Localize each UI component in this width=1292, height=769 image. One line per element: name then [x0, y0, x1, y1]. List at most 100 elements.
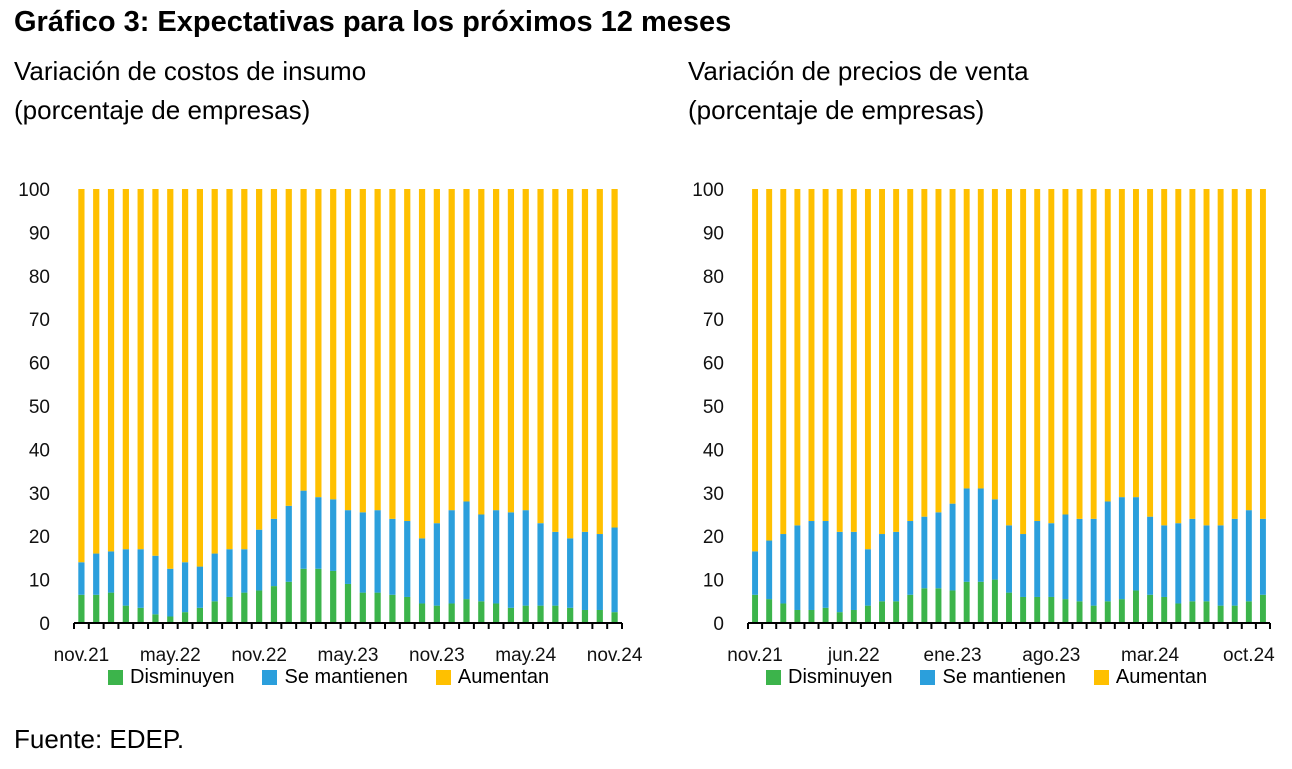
left-bar-disminuyen	[344, 583, 352, 623]
right-bar-disminuyen	[794, 609, 801, 623]
right-legend: Disminuyen Se mantienen Aumentan	[766, 666, 1207, 689]
left-subtitle-line1: Variación de costos de insumo	[14, 56, 367, 86]
right-bar-aumentan	[1006, 189, 1012, 526]
left-bar-disminuyen	[78, 594, 85, 623]
right-y-tick-label: 10	[703, 571, 724, 592]
left-bar-disminuyen	[330, 570, 337, 623]
left-bar-disminuyen	[300, 568, 307, 623]
left-bar-disminuyen	[404, 596, 411, 623]
chart-title: Gráfico 3: Expectativas para los próximo…	[14, 6, 732, 38]
right-chart-subtitle: Variación de precios de venta (porcentaj…	[688, 52, 1029, 130]
right-bar-aumentan	[1147, 189, 1154, 517]
left-x-tick-label: may.24	[495, 645, 556, 666]
legend-label-disminuyen: Disminuyen	[130, 666, 235, 688]
left-bar-aumentan	[241, 189, 248, 550]
left-bar-se-mantienen	[167, 568, 174, 617]
right-bar-disminuyen	[1048, 596, 1055, 623]
left-bar-aumentan	[522, 189, 529, 511]
legend-swatch-disminuyen	[766, 670, 781, 685]
left-bar-se-mantienen	[478, 514, 485, 602]
right-bar-aumentan	[1118, 189, 1125, 498]
left-bar-aumentan	[418, 189, 426, 539]
left-bar-se-mantienen	[374, 510, 381, 593]
left-legend: Disminuyen Se mantienen Aumentan	[108, 666, 549, 689]
left-bar-se-mantienen	[78, 562, 85, 595]
right-bar-disminuyen	[1189, 601, 1196, 623]
left-bar-disminuyen	[448, 603, 455, 623]
right-bar-se-mantienen	[1006, 525, 1012, 593]
left-bar-se-mantienen	[285, 505, 292, 582]
right-bar-disminuyen	[850, 609, 857, 623]
right-bar-disminuyen	[1259, 594, 1266, 623]
left-bar-disminuyen	[418, 603, 426, 623]
left-bar-aumentan	[285, 189, 292, 506]
left-y-tick-label: 10	[29, 571, 50, 592]
left-bar-aumentan	[552, 189, 559, 532]
left-bar-se-mantienen	[418, 538, 426, 604]
left-bar-aumentan	[152, 189, 159, 556]
right-bar-disminuyen	[780, 603, 787, 623]
legend-swatch-disminuyen	[108, 670, 123, 685]
legend-swatch-aumentan	[435, 670, 451, 685]
right-y-tick-label: 90	[703, 223, 724, 244]
left-bar-aumentan	[433, 189, 440, 524]
left-bar-disminuyen	[285, 581, 292, 623]
left-bar-aumentan	[404, 189, 411, 522]
right-bar-se-mantienen	[1133, 497, 1139, 591]
right-bar-se-mantienen	[850, 531, 857, 610]
left-bar-disminuyen	[374, 592, 381, 623]
left-bar-aumentan	[211, 189, 218, 554]
left-bar-disminuyen	[122, 605, 129, 623]
right-y-tick-label: 30	[703, 484, 724, 505]
right-bar-aumentan	[780, 189, 787, 535]
left-bar-se-mantienen	[448, 510, 455, 604]
left-bar-disminuyen	[196, 607, 203, 623]
right-bar-disminuyen	[935, 588, 942, 623]
left-bar-se-mantienen	[507, 512, 515, 608]
right-bar-se-mantienen	[1034, 521, 1041, 597]
left-x-tick-label: nov.22	[231, 645, 287, 666]
left-bar-se-mantienen	[611, 527, 618, 613]
right-bar-aumentan	[1161, 189, 1168, 526]
right-bar-se-mantienen	[766, 540, 773, 600]
left-bar-se-mantienen	[226, 549, 233, 597]
right-bar-disminuyen	[991, 579, 998, 623]
left-bar-aumentan	[196, 189, 203, 567]
right-y-tick-label: 40	[703, 440, 724, 461]
left-bar-se-mantienen	[300, 490, 307, 569]
left-bar-disminuyen	[107, 592, 115, 623]
left-bar-se-mantienen	[93, 553, 100, 595]
right-bar-aumentan	[1203, 189, 1210, 526]
legend-swatch-se-mantienen	[920, 670, 936, 685]
right-bar-aumentan	[921, 189, 928, 517]
right-subtitle-line2: (porcentaje de empresas)	[688, 95, 985, 125]
right-bar-disminuyen	[1203, 601, 1210, 623]
left-x-tick-label: nov.24	[587, 645, 643, 666]
right-bar-disminuyen	[893, 601, 900, 623]
left-bar-disminuyen	[433, 605, 440, 623]
right-bar-se-mantienen	[1203, 525, 1210, 602]
left-bar-aumentan	[507, 189, 515, 513]
left-bar-aumentan	[226, 189, 233, 550]
right-bar-se-mantienen	[893, 531, 900, 602]
right-bar-se-mantienen	[1217, 525, 1224, 606]
left-x-tick-label: nov.23	[409, 645, 465, 666]
left-bar-disminuyen	[256, 590, 263, 623]
left-bar-aumentan	[344, 189, 352, 511]
left-bar-aumentan	[389, 189, 396, 519]
right-bar-disminuyen	[1090, 605, 1097, 623]
right-bar-se-mantienen	[1020, 534, 1027, 597]
source-note: Fuente: EDEP.	[14, 724, 185, 754]
right-bar-aumentan	[836, 189, 843, 532]
right-bar-disminuyen	[963, 581, 970, 623]
left-bar-disminuyen	[315, 568, 322, 623]
right-bar-se-mantienen	[1147, 516, 1154, 595]
right-bar-se-mantienen	[1076, 518, 1083, 602]
right-bar-disminuyen	[1161, 596, 1168, 623]
right-bar-aumentan	[822, 189, 829, 522]
left-y-tick-label: 30	[29, 484, 50, 505]
left-bar-disminuyen	[359, 592, 366, 623]
right-bar-aumentan	[1259, 189, 1266, 519]
right-bar-disminuyen	[836, 612, 843, 623]
legend-label-aumentan: Aumentan	[457, 666, 550, 688]
